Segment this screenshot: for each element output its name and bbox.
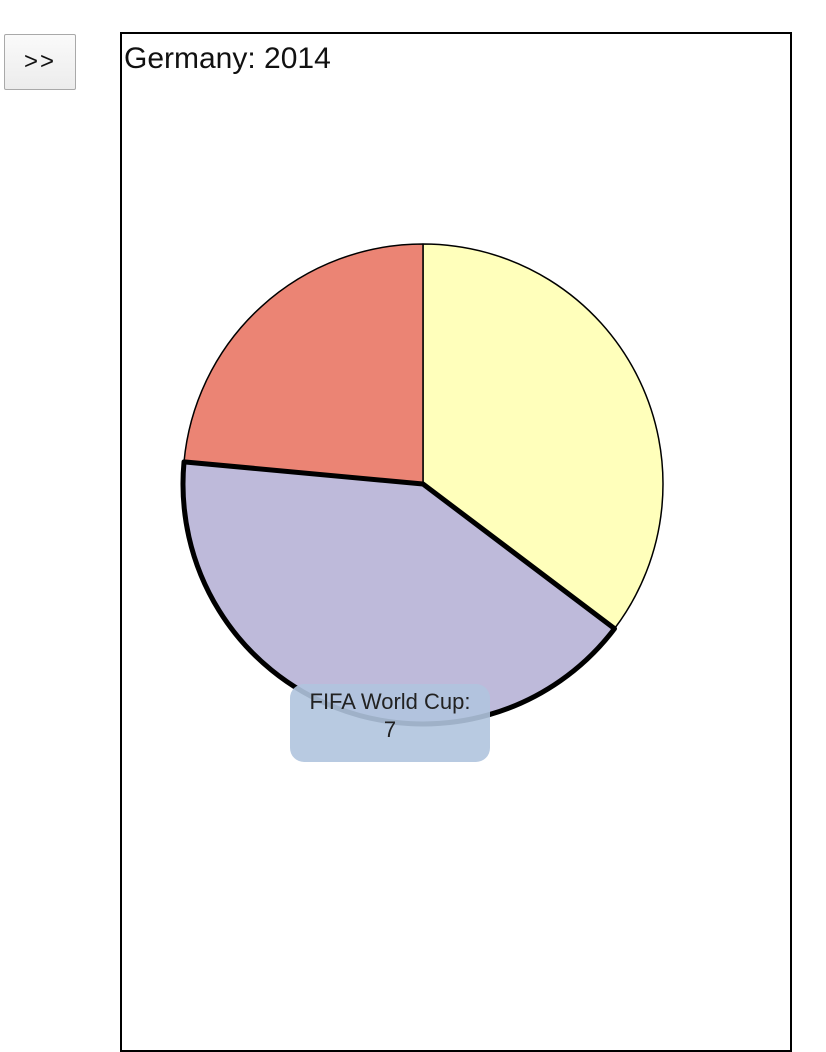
next-button[interactable]: >>	[4, 34, 76, 90]
pie-slice-3[interactable]	[183, 243, 424, 485]
chart-panel: Germany: 2014 FIFA World Cup: 7	[120, 32, 792, 1052]
pie-chart	[180, 243, 664, 727]
pie-slice-1[interactable]	[422, 243, 664, 630]
tooltip-value: 7	[383, 717, 397, 742]
slice-tooltip: FIFA World Cup: 7	[290, 684, 490, 762]
chart-title: Germany: 2014	[124, 42, 331, 75]
tooltip-label: FIFA World Cup:	[309, 689, 471, 714]
